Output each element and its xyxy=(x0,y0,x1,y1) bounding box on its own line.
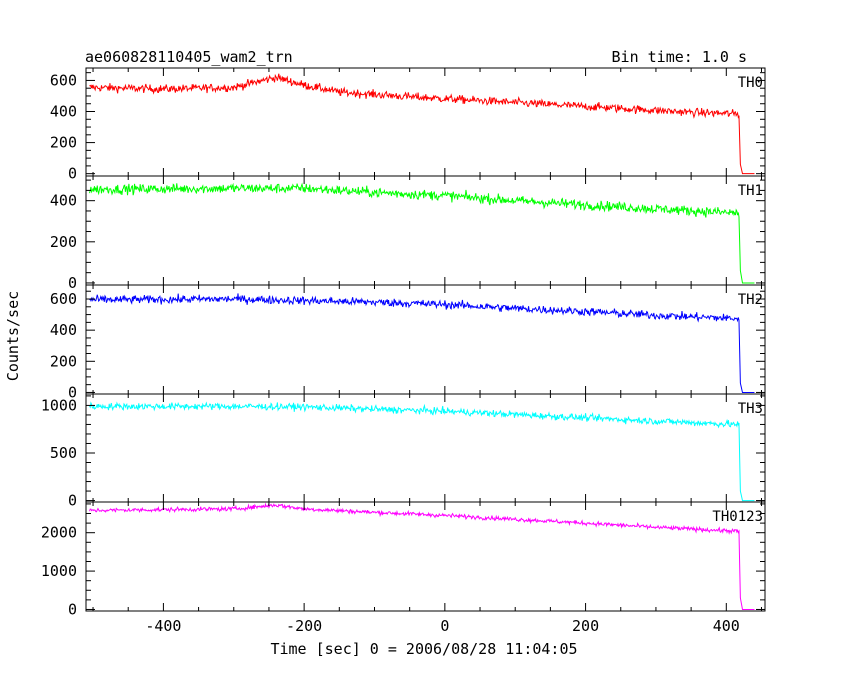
panel-th3: 0 500 1000 TH3 xyxy=(41,393,766,510)
y-tick-label: 1000 xyxy=(41,396,77,414)
y-tick-label: 0 xyxy=(68,600,77,618)
x-tick-label: 200 xyxy=(572,617,599,635)
y-tick-label: 0 xyxy=(68,165,77,183)
series-line-th3 xyxy=(89,401,755,502)
y-tick-label: 200 xyxy=(50,352,77,370)
y-tick-label: 200 xyxy=(50,233,77,251)
y-axis-label: Counts/sec xyxy=(4,291,22,381)
chart-title: ae060828110405_wam2_trn xyxy=(85,48,293,66)
panel-th0: 0 200 400 600 TH0 xyxy=(50,67,766,183)
x-tick-label: 400 xyxy=(713,617,740,635)
y-tick-label: 600 xyxy=(50,290,77,308)
panel-label-th0: TH0 xyxy=(738,75,763,91)
y-tick-label: 400 xyxy=(50,103,77,121)
series-line-th2 xyxy=(89,293,755,393)
panel-label-th1: TH1 xyxy=(738,183,763,199)
x-axis-label: Time [sec] 0 = 2006/08/28 11:04:05 xyxy=(270,640,577,658)
series-line-th0123 xyxy=(89,502,755,610)
x-tick-label: 0 xyxy=(440,617,449,635)
y-tick-label: 400 xyxy=(50,321,77,339)
panel-label-th3: TH3 xyxy=(738,401,763,417)
panel-label-th2: TH2 xyxy=(738,292,763,308)
y-tick-label: 600 xyxy=(50,71,77,89)
x-tick-label: -200 xyxy=(286,617,322,635)
panel-frame xyxy=(85,67,766,177)
x-tick-label: -400 xyxy=(145,617,181,635)
panel-frame xyxy=(85,501,766,612)
panel-th0123: 0 1000 2000 TH0123 xyxy=(41,501,766,618)
bin-time-label: Bin time: 1.0 s xyxy=(612,48,747,66)
panel-label-th0123: TH0123 xyxy=(712,509,763,525)
series-line-th1 xyxy=(89,182,755,284)
y-tick-label: 2000 xyxy=(41,524,77,542)
panels-group: 0 200 400 600 TH0 0 200 400 TH1 0 200 400 600 TH2 0 500… xyxy=(41,67,766,635)
y-tick-label: 0 xyxy=(68,274,77,292)
panel-th1: 0 200 400 TH1 xyxy=(50,175,766,292)
y-tick-label: 0 xyxy=(68,492,77,510)
y-tick-label: 0 xyxy=(68,383,77,401)
y-tick-label: 1000 xyxy=(41,562,77,580)
y-tick-label: 500 xyxy=(50,444,77,462)
y-tick-label: 400 xyxy=(50,192,77,210)
y-tick-label: 200 xyxy=(50,134,77,152)
series-line-th0 xyxy=(89,73,755,175)
panel-th2: 0 200 400 600 TH2 xyxy=(50,284,766,401)
